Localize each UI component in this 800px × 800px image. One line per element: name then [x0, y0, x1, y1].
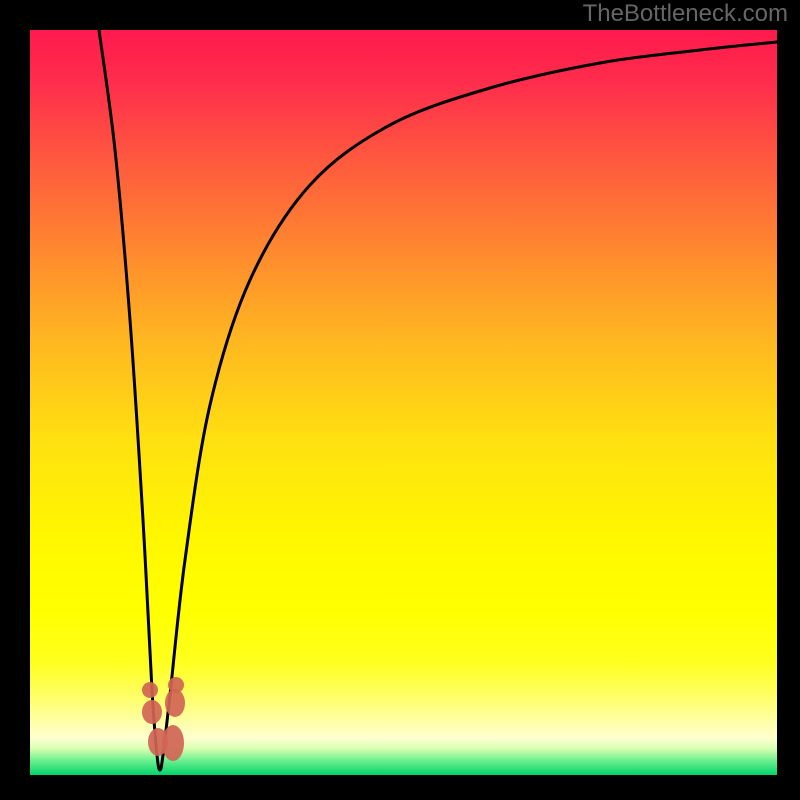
frame-right — [777, 0, 800, 800]
frame-left — [0, 0, 30, 800]
curve-marker — [165, 689, 185, 717]
curve-marker — [162, 725, 184, 761]
curve-marker — [142, 700, 162, 724]
watermark-text: TheBottleneck.com — [583, 0, 788, 28]
plot-background — [30, 30, 777, 775]
frame-bottom — [0, 775, 800, 800]
curve-marker — [142, 682, 158, 698]
bottleneck-chart — [0, 0, 800, 800]
curve-marker — [168, 677, 184, 693]
